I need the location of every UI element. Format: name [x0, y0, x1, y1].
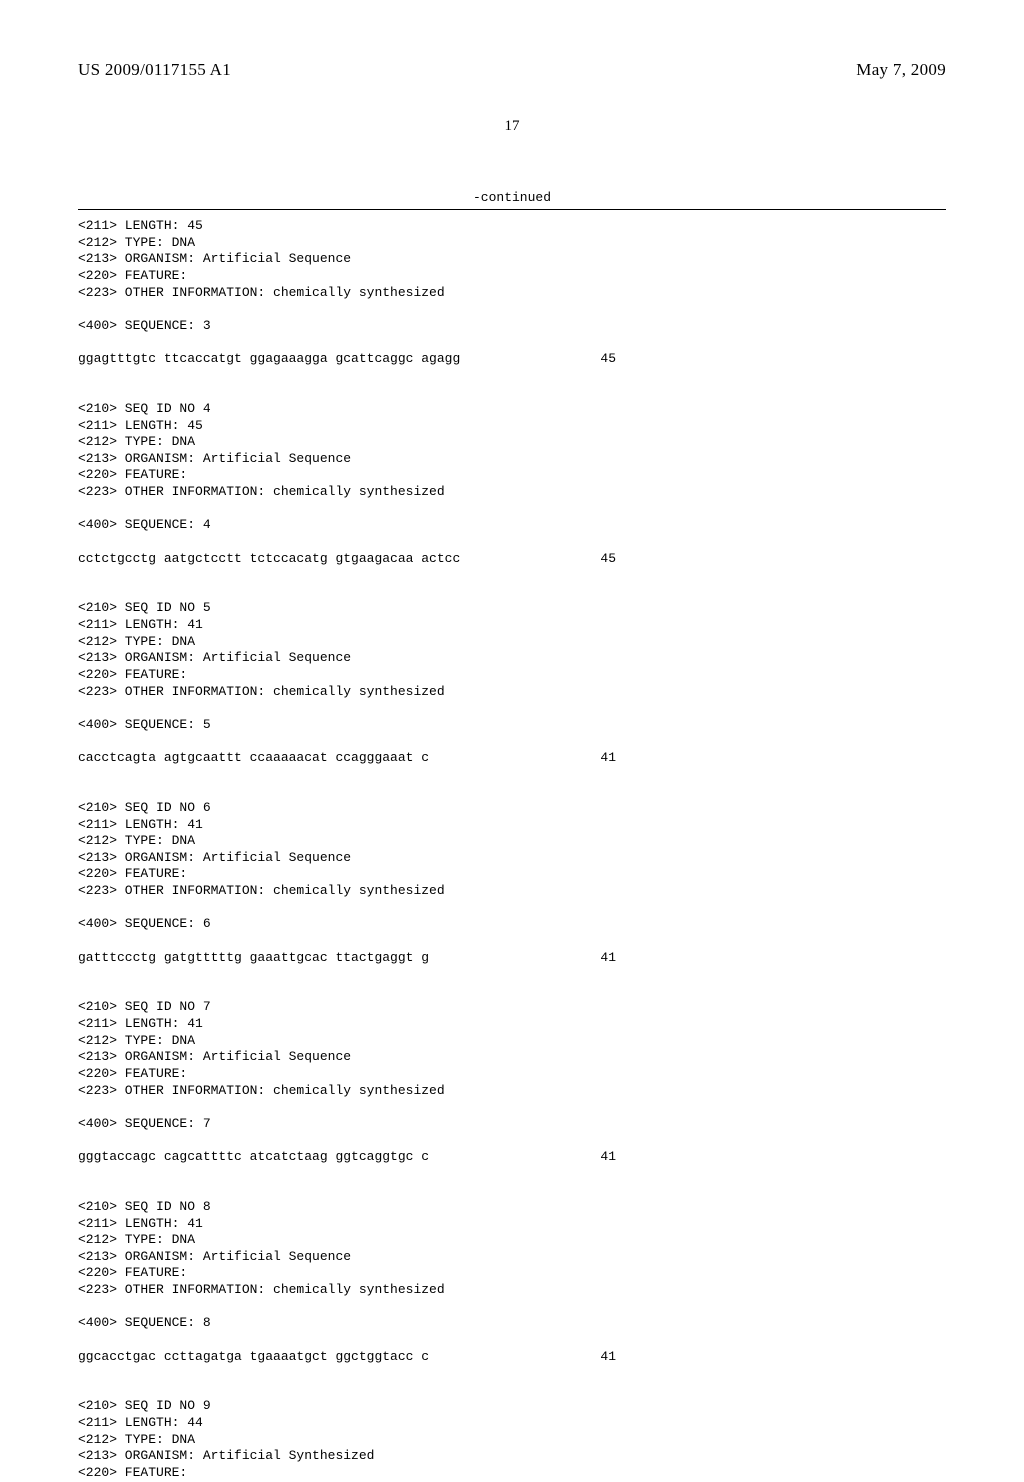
seq-header-line: <212> TYPE: DNA	[78, 833, 946, 850]
continued-label: -continued	[78, 190, 946, 205]
seq-blank	[78, 567, 946, 584]
seq-header-line: <223> OTHER INFORMATION: chemically synt…	[78, 285, 946, 302]
seq-header-line: <210> SEQ ID NO 8	[78, 1199, 946, 1216]
seq-header-line: <220> FEATURE:	[78, 268, 946, 285]
seq-header-line: <211> LENGTH: 41	[78, 617, 946, 634]
seq-header-line: <213> ORGANISM: Artificial Sequence	[78, 650, 946, 667]
seq-count: 41	[600, 950, 946, 967]
seq-blank	[78, 1365, 946, 1382]
seq-header-line: <211> LENGTH: 41	[78, 1016, 946, 1033]
seq-data-row: cacctcagta agtgcaattt ccaaaaacat ccaggga…	[78, 750, 946, 767]
seq-count: 45	[600, 351, 946, 368]
seq-header-line: <220> FEATURE:	[78, 1265, 946, 1282]
seq-count: 45	[600, 551, 946, 568]
document-header: US 2009/0117155 A1 May 7, 2009	[78, 60, 946, 80]
divider-line	[78, 209, 946, 210]
seq-count: 41	[600, 750, 946, 767]
seq-blank	[78, 501, 946, 518]
seq-header-line: <213> ORGANISM: Artificial Sequence	[78, 451, 946, 468]
seq-count: 41	[600, 1149, 946, 1166]
seq-blank	[78, 983, 946, 1000]
seq-label: <400> SEQUENCE: 5	[78, 717, 946, 734]
seq-header-line: <212> TYPE: DNA	[78, 1432, 946, 1449]
seq-data: gggtaccagc cagcattttc atcatctaag ggtcagg…	[78, 1149, 429, 1166]
seq-header-line: <220> FEATURE:	[78, 866, 946, 883]
seq-header-line: <211> LENGTH: 45	[78, 218, 946, 235]
seq-header-line: <211> LENGTH: 41	[78, 817, 946, 834]
seq-blank	[78, 1382, 946, 1399]
seq-header-line: <210> SEQ ID NO 4	[78, 401, 946, 418]
seq-header-line: <212> TYPE: DNA	[78, 1033, 946, 1050]
seq-header-line: <211> LENGTH: 45	[78, 418, 946, 435]
seq-header-line: <212> TYPE: DNA	[78, 235, 946, 252]
seq-data: gatttccctg gatgtttttg gaaattgcac ttactga…	[78, 950, 429, 967]
seq-data-row: cctctgcctg aatgctcctt tctccacatg gtgaaga…	[78, 551, 946, 568]
seq-header-line: <220> FEATURE:	[78, 1066, 946, 1083]
seq-data: cacctcagta agtgcaattt ccaaaaacat ccaggga…	[78, 750, 429, 767]
seq-header-line: <220> FEATURE:	[78, 667, 946, 684]
seq-blank	[78, 301, 946, 318]
seq-blank	[78, 1299, 946, 1316]
seq-label: <400> SEQUENCE: 7	[78, 1116, 946, 1133]
seq-data-row: ggagtttgtc ttcaccatgt ggagaaagga gcattca…	[78, 351, 946, 368]
seq-header-line: <220> FEATURE:	[78, 467, 946, 484]
seq-header-line: <223> OTHER INFORMATION: chemically synt…	[78, 883, 946, 900]
seq-blank	[78, 1166, 946, 1183]
seq-header-line: <213> ORGANISM: Artificial Sequence	[78, 251, 946, 268]
seq-header-line: <223> OTHER INFORMATION: chemically synt…	[78, 1282, 946, 1299]
seq-count: 41	[600, 1349, 946, 1366]
seq-blank	[78, 384, 946, 401]
seq-header-line: <210> SEQ ID NO 6	[78, 800, 946, 817]
page-number: 17	[78, 118, 946, 135]
seq-header-line: <213> ORGANISM: Artificial Synthesized	[78, 1448, 946, 1465]
seq-blank	[78, 767, 946, 784]
seq-data-row: gatttccctg gatgtttttg gaaattgcac ttactga…	[78, 950, 946, 967]
seq-header-line: <213> ORGANISM: Artificial Sequence	[78, 1049, 946, 1066]
seq-header-line: <211> LENGTH: 41	[78, 1216, 946, 1233]
seq-blank	[78, 783, 946, 800]
publication-date: May 7, 2009	[856, 60, 946, 80]
seq-label: <400> SEQUENCE: 4	[78, 517, 946, 534]
seq-label: <400> SEQUENCE: 8	[78, 1315, 946, 1332]
seq-blank	[78, 534, 946, 551]
seq-blank	[78, 1099, 946, 1116]
seq-header-line: <213> ORGANISM: Artificial Sequence	[78, 1249, 946, 1266]
seq-blank	[78, 1182, 946, 1199]
seq-label: <400> SEQUENCE: 6	[78, 916, 946, 933]
seq-blank	[78, 700, 946, 717]
seq-header-line: <210> SEQ ID NO 5	[78, 600, 946, 617]
seq-label: <400> SEQUENCE: 3	[78, 318, 946, 335]
sequence-listing: <211> LENGTH: 45<212> TYPE: DNA<213> ORG…	[78, 218, 946, 1482]
seq-header-line: <220> FEATURE:	[78, 1465, 946, 1482]
seq-header-line: <223> OTHER INFORMATION: chemically synt…	[78, 1083, 946, 1100]
seq-header-line: <211> LENGTH: 44	[78, 1415, 946, 1432]
seq-data: ggagtttgtc ttcaccatgt ggagaaagga gcattca…	[78, 351, 460, 368]
seq-header-line: <212> TYPE: DNA	[78, 634, 946, 651]
seq-blank	[78, 368, 946, 385]
seq-blank	[78, 933, 946, 950]
seq-blank	[78, 584, 946, 601]
seq-blank	[78, 733, 946, 750]
seq-blank	[78, 334, 946, 351]
seq-data: ggcacctgac ccttagatga tgaaaatgct ggctggt…	[78, 1349, 429, 1366]
seq-header-line: <212> TYPE: DNA	[78, 434, 946, 451]
publication-number: US 2009/0117155 A1	[78, 60, 231, 80]
seq-blank	[78, 1132, 946, 1149]
seq-data-row: gggtaccagc cagcattttc atcatctaag ggtcagg…	[78, 1149, 946, 1166]
seq-blank	[78, 900, 946, 917]
seq-header-line: <223> OTHER INFORMATION: chemically synt…	[78, 684, 946, 701]
seq-header-line: <213> ORGANISM: Artificial Sequence	[78, 850, 946, 867]
seq-blank	[78, 1332, 946, 1349]
seq-header-line: <223> OTHER INFORMATION: chemically synt…	[78, 484, 946, 501]
seq-blank	[78, 966, 946, 983]
seq-header-line: <210> SEQ ID NO 9	[78, 1398, 946, 1415]
seq-data-row: ggcacctgac ccttagatga tgaaaatgct ggctggt…	[78, 1349, 946, 1366]
seq-data: cctctgcctg aatgctcctt tctccacatg gtgaaga…	[78, 551, 460, 568]
seq-header-line: <210> SEQ ID NO 7	[78, 999, 946, 1016]
seq-header-line: <212> TYPE: DNA	[78, 1232, 946, 1249]
